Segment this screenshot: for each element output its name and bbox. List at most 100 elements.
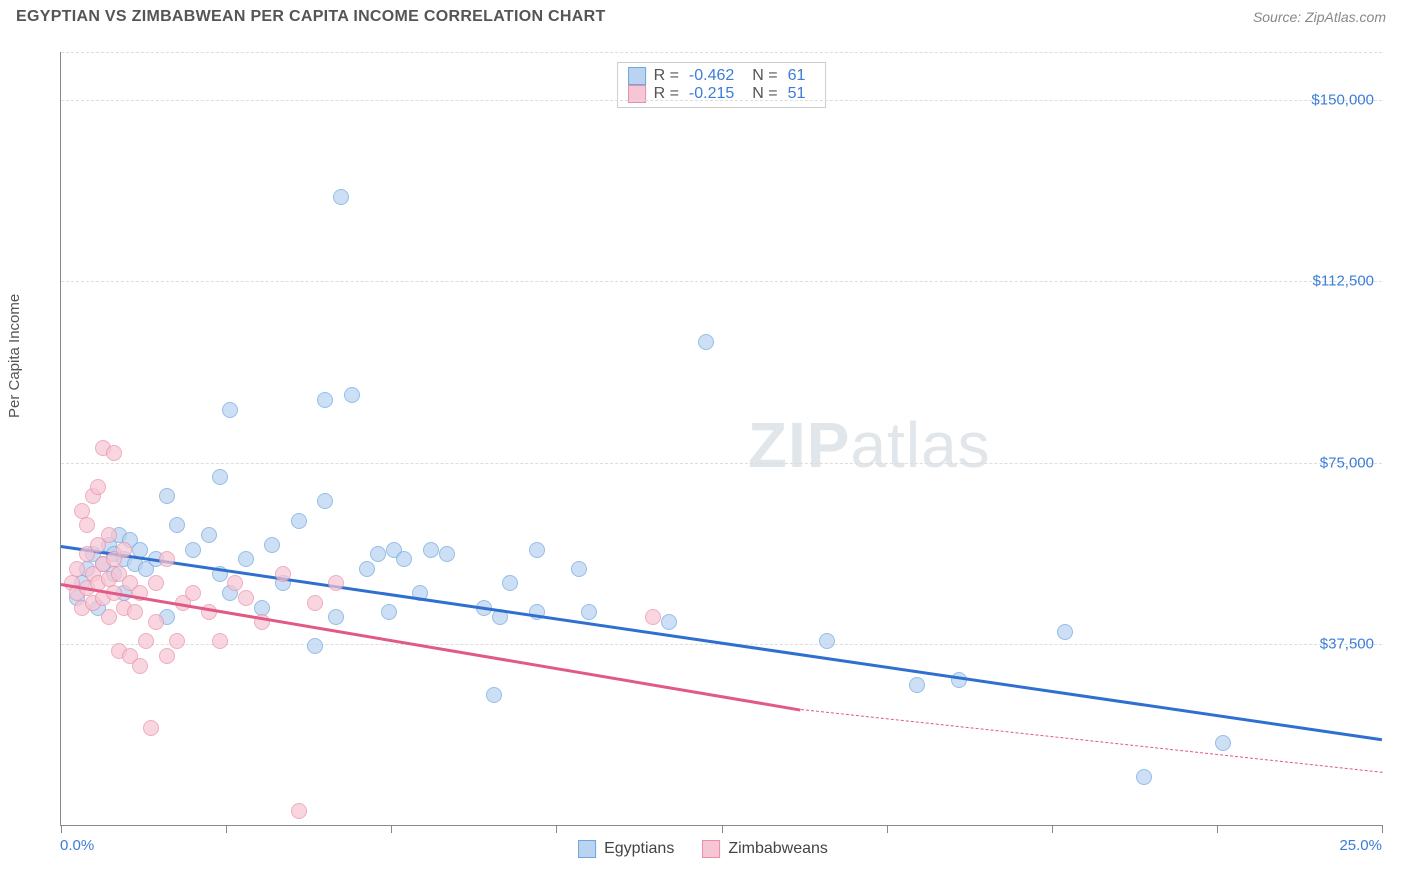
data-point: [307, 595, 323, 611]
r-value-egyptians: -0.462: [689, 67, 734, 85]
data-point: [571, 561, 587, 577]
data-point: [159, 551, 175, 567]
x-min-label: 0.0%: [60, 837, 94, 854]
x-max-label: 25.0%: [1339, 837, 1382, 854]
data-point: [951, 672, 967, 688]
data-point: [581, 604, 597, 620]
data-point: [317, 493, 333, 509]
data-point: [101, 527, 117, 543]
chart-title: EGYPTIAN VS ZIMBABWEAN PER CAPITA INCOME…: [16, 8, 606, 26]
y-axis-label: Per Capita Income: [6, 294, 23, 418]
data-point: [264, 537, 280, 553]
data-point: [238, 590, 254, 606]
data-point: [698, 334, 714, 350]
watermark-zip: ZIP: [748, 409, 851, 481]
data-point: [201, 527, 217, 543]
x-tick: [391, 825, 392, 833]
data-point: [502, 575, 518, 591]
data-point: [1136, 769, 1152, 785]
data-point: [333, 189, 349, 205]
data-point: [132, 658, 148, 674]
data-point: [169, 633, 185, 649]
data-point: [317, 392, 333, 408]
data-point: [529, 542, 545, 558]
x-tick: [556, 825, 557, 833]
data-point: [291, 513, 307, 529]
data-point: [222, 402, 238, 418]
data-point: [819, 633, 835, 649]
chart-container: Per Capita Income ZIPatlas R = -0.462 N …: [16, 40, 1390, 876]
data-point: [645, 609, 661, 625]
data-point: [328, 609, 344, 625]
series-legend: Egyptians Zimbabweans: [578, 840, 828, 858]
data-point: [106, 445, 122, 461]
data-point: [423, 542, 439, 558]
data-point: [148, 575, 164, 591]
data-point: [185, 542, 201, 558]
gridline: [61, 52, 1382, 53]
data-point: [138, 633, 154, 649]
gridline: [61, 463, 1382, 464]
y-tick-label: $112,500: [1313, 273, 1374, 290]
y-tick-label: $37,500: [1320, 635, 1374, 652]
gridline: [61, 281, 1382, 282]
y-tick-label: $75,000: [1320, 454, 1374, 471]
source-label: Source: ZipAtlas.com: [1253, 9, 1386, 25]
data-point: [370, 546, 386, 562]
x-tick: [887, 825, 888, 833]
data-point: [169, 517, 185, 533]
data-point: [275, 566, 291, 582]
data-point: [307, 638, 323, 654]
data-point: [359, 561, 375, 577]
gridline: [61, 100, 1382, 101]
watermark-atlas: atlas: [850, 409, 990, 481]
x-tick: [1217, 825, 1218, 833]
data-point: [159, 488, 175, 504]
stats-row-egyptians: R = -0.462 N = 61: [628, 67, 816, 85]
data-point: [143, 720, 159, 736]
legend-label-egyptians: Egyptians: [604, 840, 674, 858]
data-point: [148, 614, 164, 630]
data-point: [328, 575, 344, 591]
watermark: ZIPatlas: [748, 408, 991, 482]
x-tick: [722, 825, 723, 833]
data-point: [1215, 735, 1231, 751]
data-point: [344, 387, 360, 403]
plot-area: ZIPatlas R = -0.462 N = 61 R = -0.215 N …: [60, 52, 1382, 826]
x-tick: [61, 825, 62, 833]
data-point: [90, 479, 106, 495]
data-point: [1057, 624, 1073, 640]
x-tick: [1052, 825, 1053, 833]
x-tick: [226, 825, 227, 833]
data-point: [381, 604, 397, 620]
data-point: [116, 542, 132, 558]
data-point: [227, 575, 243, 591]
data-point: [185, 585, 201, 601]
legend-item-egyptians: Egyptians: [578, 840, 674, 858]
data-point: [396, 551, 412, 567]
y-tick-label: $150,000: [1311, 92, 1374, 109]
data-point: [909, 677, 925, 693]
data-point: [101, 609, 117, 625]
data-point: [486, 687, 502, 703]
data-point: [159, 648, 175, 664]
data-point: [238, 551, 254, 567]
data-point: [291, 803, 307, 819]
data-point: [439, 546, 455, 562]
trend-line: [801, 709, 1382, 773]
data-point: [79, 517, 95, 533]
data-point: [661, 614, 677, 630]
data-point: [127, 604, 143, 620]
data-point: [212, 633, 228, 649]
x-tick: [1382, 825, 1383, 833]
legend-label-zimbabweans: Zimbabweans: [728, 840, 828, 858]
legend-swatch-egyptians: [578, 840, 596, 858]
legend-item-zimbabweans: Zimbabweans: [702, 840, 828, 858]
swatch-egyptians: [628, 67, 646, 85]
n-value-egyptians: 61: [788, 67, 806, 85]
legend-swatch-zimbabweans: [702, 840, 720, 858]
data-point: [212, 469, 228, 485]
data-point: [69, 561, 85, 577]
header: EGYPTIAN VS ZIMBABWEAN PER CAPITA INCOME…: [0, 0, 1406, 32]
trend-line: [61, 545, 1382, 741]
